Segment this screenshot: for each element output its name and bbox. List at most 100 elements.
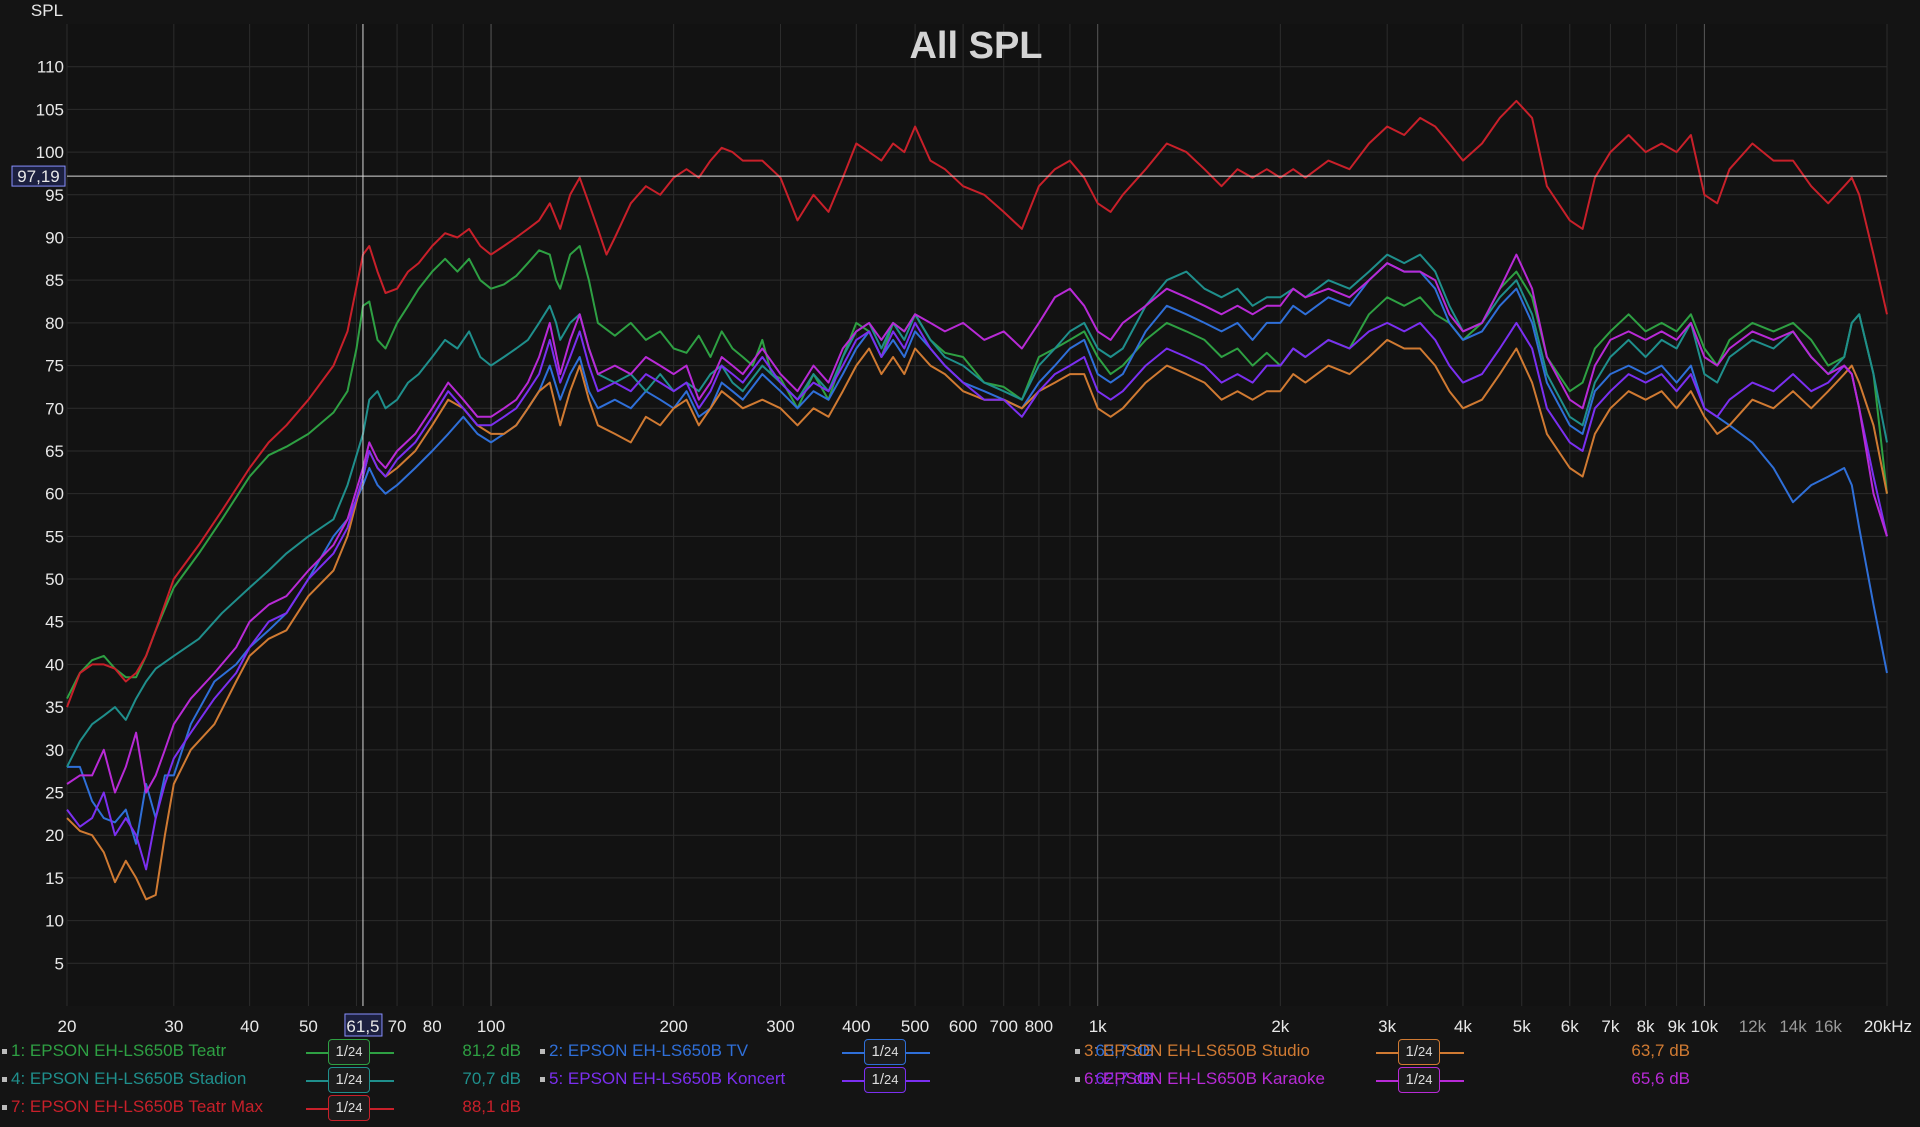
smoothing-slash: / — [343, 1043, 349, 1060]
x-tick-label: 600 — [949, 1017, 977, 1036]
legend-toggle-icon[interactable] — [2, 1104, 7, 1110]
smoothing-slash: / — [879, 1071, 885, 1088]
legend-smoothing-control[interactable]: 1/24 — [842, 1067, 930, 1093]
y-tick-label: 30 — [45, 741, 64, 760]
smoothing-badge[interactable]: 1/24 — [328, 1067, 370, 1093]
legend-smoothing-control[interactable]: 1/24 — [842, 1039, 930, 1065]
legend-series-name: 3: EPSON EH-LS650B Studio — [1084, 1041, 1310, 1060]
legend-item-s1[interactable]: 1: EPSON EH-LS650B Teatr — [2, 1038, 226, 1064]
smoothing-numerator: 1 — [1405, 1043, 1414, 1060]
legend-item-s3[interactable]: 3: EPSON EH-LS650B Studio — [1075, 1038, 1310, 1064]
legend-smoothing-control[interactable]: 1/24 — [306, 1095, 394, 1121]
x-tick-label: 4k — [1454, 1017, 1472, 1036]
x-tick-label: 8k — [1637, 1017, 1655, 1036]
y-tick-label: 40 — [45, 655, 64, 674]
legend-series-name: 7: EPSON EH-LS650B Teatr Max — [11, 1097, 263, 1116]
y-tick-label: 105 — [36, 100, 64, 119]
smoothing-slash: / — [1413, 1071, 1419, 1088]
cursor-x-readout-box — [344, 1013, 383, 1037]
grid — [66, 24, 1888, 1006]
x-tick-label: 3k — [1378, 1017, 1396, 1036]
x-tick-label: 10k — [1691, 1017, 1719, 1036]
y-tick-label: 5 — [55, 954, 64, 973]
legend-level: 70,7 dB — [462, 1069, 521, 1088]
smoothing-badge[interactable]: 1/24 — [1398, 1067, 1440, 1093]
smoothing-badge[interactable]: 1/24 — [328, 1095, 370, 1121]
x-tick-label: 100 — [477, 1017, 505, 1036]
legend-level: 65,6 dB — [1631, 1069, 1690, 1088]
x-tick-label: 20kHz — [1864, 1017, 1912, 1036]
x-tick-label: 2k — [1271, 1017, 1289, 1036]
legend-smoothing-control[interactable]: 1/24 — [306, 1039, 394, 1065]
x-tick-label: 30 — [164, 1017, 183, 1036]
x-tick-label: 6k — [1561, 1017, 1579, 1036]
smoothing-badge[interactable]: 1/24 — [1398, 1039, 1440, 1065]
smoothing-numerator: 1 — [335, 1071, 344, 1088]
legend-level: 62,7 dB — [1095, 1069, 1154, 1088]
x-tick-label: 40 — [240, 1017, 259, 1036]
series-line-s5 — [66, 321, 1888, 871]
y-tick-label: 95 — [45, 186, 64, 205]
smoothing-denominator: 24 — [348, 1100, 363, 1115]
spl-chart[interactable]: 97,19 61,5 5 10 15 20 25 30 35 40 45 50 55 60 65 70 75 8… — [0, 0, 1920, 1038]
smoothing-badge[interactable]: 1/24 — [328, 1039, 370, 1065]
x-tick-label: 12k — [1739, 1017, 1767, 1036]
smoothing-denominator: 24 — [884, 1072, 899, 1087]
y-axis-label: SPL — [31, 1, 63, 20]
y-tick-label: 15 — [45, 869, 64, 888]
x-tick-label: 9k — [1668, 1017, 1686, 1036]
series-lines — [66, 99, 1888, 901]
smoothing-numerator: 1 — [335, 1043, 344, 1060]
x-tick-label: 700 — [990, 1017, 1018, 1036]
legend-toggle-icon[interactable] — [2, 1076, 7, 1082]
y-axis-ticks: 5 10 15 20 25 30 35 40 45 50 55 60 65 70 75 80 85 90 95 100… — [36, 58, 64, 974]
legend: 1: EPSON EH-LS650B Teatr 1/24 81,2 dB 2: EP… — [0, 1038, 1920, 1127]
smoothing-denominator: 24 — [1418, 1044, 1433, 1059]
plot-area[interactable] — [67, 24, 1887, 1006]
legend-toggle-icon[interactable] — [540, 1076, 545, 1082]
y-tick-label: 20 — [45, 826, 64, 845]
y-tick-label: 25 — [45, 784, 64, 803]
x-tick-label: 16k — [1814, 1017, 1842, 1036]
smoothing-slash: / — [343, 1099, 349, 1116]
legend-series-name: 6: EPSON EH-LS650B Karaoke — [1084, 1069, 1325, 1088]
series-line-s6 — [66, 253, 1888, 794]
legend-series-name: 1: EPSON EH-LS650B Teatr — [11, 1041, 227, 1060]
smoothing-badge[interactable]: 1/24 — [864, 1067, 906, 1093]
smoothing-badge[interactable]: 1/24 — [864, 1039, 906, 1065]
legend-item-s2[interactable]: 2: EPSON EH-LS650B TV — [540, 1038, 748, 1064]
x-tick-label: 300 — [766, 1017, 794, 1036]
legend-item-s7[interactable]: 7: EPSON EH-LS650B Teatr Max — [2, 1094, 263, 1120]
x-tick-label: 70 — [388, 1017, 407, 1036]
legend-level: 63,7 dB — [1095, 1041, 1154, 1060]
y-tick-label: 10 — [45, 912, 64, 931]
x-tick-label: 50 — [299, 1017, 318, 1036]
legend-smoothing-control[interactable]: 1/24 — [306, 1067, 394, 1093]
smoothing-numerator: 1 — [335, 1099, 344, 1116]
series-line-s2 — [67, 262, 1888, 845]
x-tick-label: 5k — [1513, 1017, 1531, 1036]
legend-smoothing-control[interactable]: 1/24 — [1376, 1039, 1464, 1065]
smoothing-denominator: 24 — [348, 1044, 363, 1059]
legend-item-s6[interactable]: 6: EPSON EH-LS650B Karaoke — [1075, 1066, 1325, 1092]
x-tick-label: 200 — [659, 1017, 687, 1036]
smoothing-slash: / — [343, 1071, 349, 1088]
legend-smoothing-control[interactable]: 1/24 — [1376, 1067, 1464, 1093]
legend-toggle-icon[interactable] — [540, 1048, 545, 1054]
legend-item-s4[interactable]: 4: EPSON EH-LS650B Stadion — [2, 1066, 246, 1092]
y-tick-label: 35 — [45, 698, 64, 717]
smoothing-numerator: 1 — [871, 1071, 880, 1088]
x-tick-label: 1k — [1089, 1017, 1107, 1036]
legend-toggle-icon[interactable] — [1075, 1048, 1080, 1054]
cursor-x-readout: 61,5 — [346, 1017, 379, 1036]
legend-item-s5[interactable]: 5: EPSON EH-LS650B Koncert — [540, 1066, 785, 1092]
x-tick-label: 7k — [1601, 1017, 1619, 1036]
y-tick-label: 90 — [45, 228, 64, 247]
y-tick-label: 55 — [45, 527, 64, 546]
y-tick-label: 75 — [45, 357, 64, 376]
legend-toggle-icon[interactable] — [1075, 1076, 1080, 1082]
legend-toggle-icon[interactable] — [2, 1048, 7, 1054]
smoothing-numerator: 1 — [1405, 1071, 1414, 1088]
y-tick-label: 85 — [45, 271, 64, 290]
y-tick-label: 100 — [36, 143, 64, 162]
